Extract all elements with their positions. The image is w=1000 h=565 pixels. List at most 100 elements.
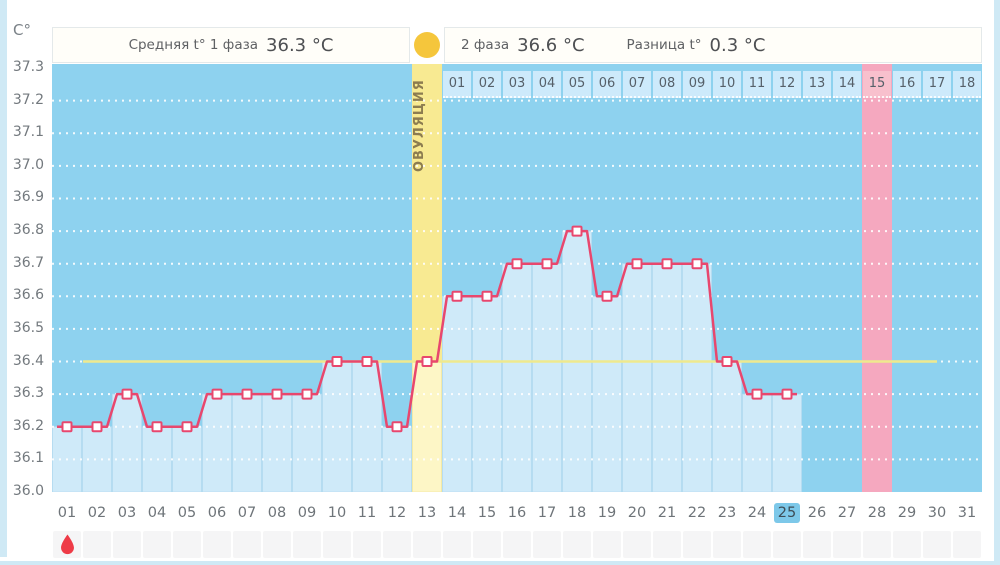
day-label-04[interactable]: 04 <box>147 505 167 521</box>
symbol-cell-day-21[interactable] <box>653 531 681 558</box>
data-point-day-4[interactable] <box>151 421 163 433</box>
day-label-11[interactable]: 11 <box>357 505 377 521</box>
data-point-day-2[interactable] <box>91 421 103 433</box>
data-point-day-8[interactable] <box>271 388 283 400</box>
symbol-cell-day-27[interactable] <box>833 531 861 558</box>
day-label-20[interactable]: 20 <box>627 505 647 521</box>
symbol-cell-day-28[interactable] <box>863 531 891 558</box>
day-label-01[interactable]: 01 <box>57 505 77 521</box>
data-point-day-3[interactable] <box>121 388 133 400</box>
data-point-day-1[interactable] <box>61 421 73 433</box>
data-point-day-11[interactable] <box>361 356 373 368</box>
data-point-day-7[interactable] <box>241 388 253 400</box>
data-point-day-20[interactable] <box>631 258 643 270</box>
day-label-07[interactable]: 07 <box>237 505 257 521</box>
day-label-15[interactable]: 15 <box>477 505 497 521</box>
day-label-23[interactable]: 23 <box>717 505 737 521</box>
data-point-day-13[interactable] <box>421 356 433 368</box>
fill-column-day-21 <box>652 263 682 492</box>
data-point-day-5[interactable] <box>181 421 193 433</box>
data-point-day-24[interactable] <box>751 388 763 400</box>
day-label-05[interactable]: 05 <box>177 505 197 521</box>
data-point-day-25[interactable] <box>781 388 793 400</box>
data-point-day-17[interactable] <box>541 258 553 270</box>
data-point-day-22[interactable] <box>691 258 703 270</box>
data-point-day-21[interactable] <box>661 258 673 270</box>
symbol-cell-day-31[interactable] <box>953 531 981 558</box>
symbol-cell-day-02[interactable] <box>83 531 111 558</box>
data-point-day-10[interactable] <box>331 356 343 368</box>
day-label-21[interactable]: 21 <box>657 505 677 521</box>
symbol-cell-day-09[interactable] <box>293 531 321 558</box>
day-label-02[interactable]: 02 <box>87 505 107 521</box>
temperature-plot <box>52 99 982 492</box>
symbol-cell-day-14[interactable] <box>443 531 471 558</box>
fill-column-day-25 <box>772 393 802 492</box>
day-label-10[interactable]: 10 <box>327 505 347 521</box>
y-tick-label: 36.5 <box>12 319 44 336</box>
day-label-14[interactable]: 14 <box>447 505 467 521</box>
day-label-06[interactable]: 06 <box>207 505 227 521</box>
day-label-12[interactable]: 12 <box>387 505 407 521</box>
day-label-22[interactable]: 22 <box>687 505 707 521</box>
data-point-day-15[interactable] <box>481 290 493 302</box>
day-label-09[interactable]: 09 <box>297 505 317 521</box>
symbol-cell-day-30[interactable] <box>923 531 951 558</box>
symbol-cell-day-15[interactable] <box>473 531 501 558</box>
symbol-cell-day-24[interactable] <box>743 531 771 558</box>
phase2-day-10: 10 <box>713 71 741 98</box>
symbol-cell-day-19[interactable] <box>593 531 621 558</box>
day-label-08[interactable]: 08 <box>267 505 287 521</box>
day-label-17[interactable]: 17 <box>537 505 557 521</box>
symbol-cell-day-17[interactable] <box>533 531 561 558</box>
day-label-18[interactable]: 18 <box>567 505 587 521</box>
data-point-day-23[interactable] <box>721 356 733 368</box>
symbol-cell-day-12[interactable] <box>383 531 411 558</box>
fill-column-day-22 <box>682 263 712 492</box>
symbol-cell-day-23[interactable] <box>713 531 741 558</box>
symbol-cell-day-03[interactable] <box>113 531 141 558</box>
symbol-cell-day-07[interactable] <box>233 531 261 558</box>
fill-column-day-17 <box>532 263 562 492</box>
phase2-label: 2 фаза <box>461 37 510 53</box>
phase2-day-03: 03 <box>503 71 531 98</box>
y-tick-label: 37.2 <box>12 91 44 108</box>
day-label-25[interactable]: 25 <box>772 499 802 527</box>
day-label-24[interactable]: 24 <box>747 505 767 521</box>
day-label-31[interactable]: 31 <box>957 505 977 521</box>
phase2-value: 36.6 °C <box>517 34 585 56</box>
day-label-19[interactable]: 19 <box>597 505 617 521</box>
day-label-30[interactable]: 30 <box>927 505 947 521</box>
symbol-cell-day-20[interactable] <box>623 531 651 558</box>
symbol-cell-day-01[interactable] <box>53 531 81 558</box>
day-label-16[interactable]: 16 <box>507 505 527 521</box>
data-point-day-16[interactable] <box>511 258 523 270</box>
data-point-day-9[interactable] <box>301 388 313 400</box>
phase2-day-15: 15 <box>863 71 891 98</box>
data-point-day-14[interactable] <box>451 290 463 302</box>
symbol-cell-day-13[interactable] <box>413 531 441 558</box>
symbol-cell-day-26[interactable] <box>803 531 831 558</box>
symbol-cell-day-04[interactable] <box>143 531 171 558</box>
day-label-29[interactable]: 29 <box>897 505 917 521</box>
symbol-cell-day-11[interactable] <box>353 531 381 558</box>
symbol-cell-day-05[interactable] <box>173 531 201 558</box>
data-point-day-18[interactable] <box>571 225 583 237</box>
phase2-day-13: 13 <box>803 71 831 98</box>
day-label-28[interactable]: 28 <box>867 505 887 521</box>
symbol-cell-day-25[interactable] <box>773 531 801 558</box>
symbol-cell-day-16[interactable] <box>503 531 531 558</box>
day-label-13[interactable]: 13 <box>417 505 437 521</box>
symbol-cell-day-18[interactable] <box>563 531 591 558</box>
symbol-cell-day-29[interactable] <box>893 531 921 558</box>
data-point-day-6[interactable] <box>211 388 223 400</box>
data-point-day-12[interactable] <box>391 421 403 433</box>
symbol-cell-day-08[interactable] <box>263 531 291 558</box>
data-point-day-19[interactable] <box>601 290 613 302</box>
symbol-cell-day-10[interactable] <box>323 531 351 558</box>
symbol-cell-day-06[interactable] <box>203 531 231 558</box>
day-label-26[interactable]: 26 <box>807 505 827 521</box>
day-label-03[interactable]: 03 <box>117 505 137 521</box>
symbol-cell-day-22[interactable] <box>683 531 711 558</box>
day-label-27[interactable]: 27 <box>837 505 857 521</box>
